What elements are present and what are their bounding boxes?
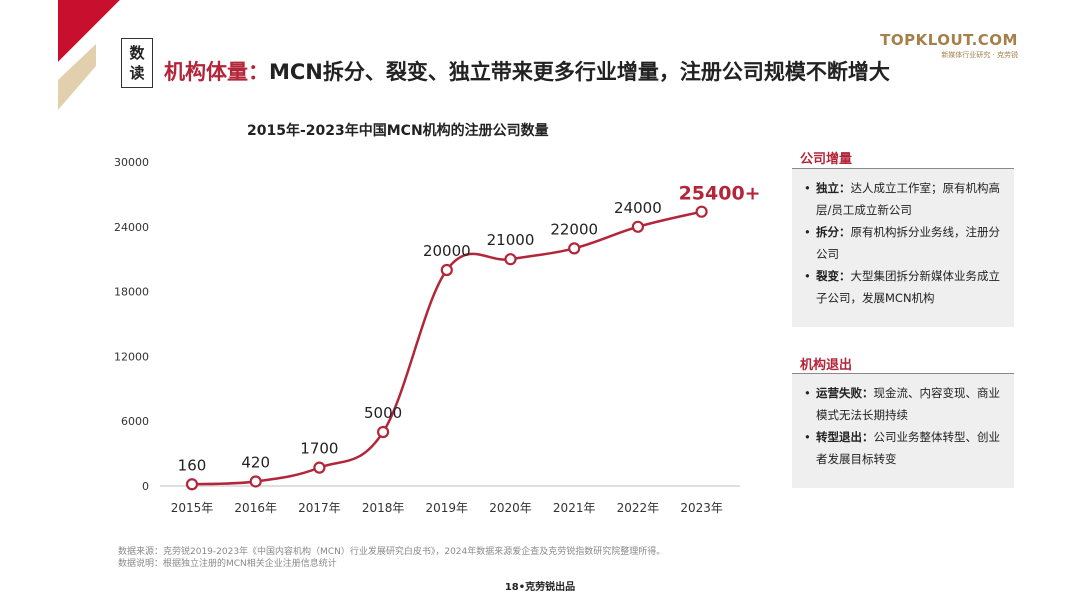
growth-item-key: 独立： — [816, 181, 851, 195]
headline-accent: 机构体量： — [164, 60, 269, 84]
data-label: 1700 — [300, 440, 338, 458]
exit-panel-title: 机构退出 — [800, 358, 853, 373]
data-point — [504, 253, 517, 266]
growth-panel-title: 公司增量 — [800, 152, 853, 167]
corner-beige-band — [58, 44, 96, 110]
corner-decoration — [58, 0, 120, 112]
source-footnote: 数据来源：克劳锐2019-2023年《中国内容机构（MCN）行业发展研究白皮书》… — [118, 546, 665, 570]
exit-item: 转型退出：公司业务整体转型、创业者发展目标转变 — [802, 426, 1004, 470]
line-chart: 0 6000 12000 18000 24000 30000 2015年 2016年 2017年… — [114, 156, 761, 515]
exit-panel: 运营失败：现金流、内容变现、商业模式无法长期持续 转型退出：公司业务整体转型、创… — [792, 374, 1014, 488]
data-label: 20000 — [423, 242, 471, 260]
exit-item-key: 转型退出： — [816, 430, 874, 444]
page-headline: 机构体量：MCN拆分、裂变、独立带来更多行业增量，注册公司规模不断增大 — [164, 56, 890, 86]
brand-logo: TOPKLOUT.COM 新媒体行业研究 · 克劳锐 — [880, 31, 1018, 60]
x-tick-label: 2021年 — [553, 501, 596, 515]
x-tick-label: 2020年 — [489, 501, 532, 515]
x-tick-label: 2018年 — [362, 501, 405, 515]
series-line — [191, 210, 702, 486]
data-point — [377, 425, 390, 439]
growth-panel-divider — [792, 168, 1014, 169]
growth-panel: 独立：达人成立工作室；原有机构高层/员工成立新公司 拆分：原有机构拆分业务线，注… — [792, 169, 1014, 327]
exit-panel-divider — [792, 373, 1014, 374]
y-tick-label: 24000 — [114, 221, 149, 234]
logo-tagline: 新媒体行业研究 · 克劳锐 — [941, 51, 1018, 59]
growth-item-key: 裂变： — [816, 269, 851, 283]
growth-item: 独立：达人成立工作室；原有机构高层/员工成立新公司 — [802, 177, 1004, 221]
data-point — [631, 220, 645, 233]
growth-item-key: 拆分： — [816, 225, 851, 239]
chart-title: 2015年-2023年中国MCN机构的注册公司数量 — [247, 123, 549, 139]
section-tag-char-1: 数 — [129, 44, 145, 62]
section-tag-char-2: 读 — [129, 64, 145, 82]
data-label: 24000 — [614, 199, 662, 217]
x-tick-label: 2023年 — [680, 501, 723, 515]
section-tag: 数 读 — [121, 38, 153, 88]
headline-text: MCN拆分、裂变、独立带来更多行业增量，注册公司规模不断增大 — [269, 60, 890, 84]
data-label: 22000 — [550, 220, 598, 238]
x-tick-label: 2016年 — [234, 501, 277, 515]
page-footer: 18•克劳锐出品 — [504, 582, 576, 593]
data-label-highlight: 25400+ — [679, 183, 761, 205]
data-point — [249, 475, 262, 488]
data-label: 5000 — [364, 404, 402, 422]
exit-item-text: 现金流、内容变现、商业模式无法长期持续 — [816, 386, 1000, 422]
data-point — [185, 478, 199, 491]
y-tick-label: 18000 — [114, 286, 149, 299]
y-tick-label: 30000 — [114, 156, 149, 169]
data-point — [313, 461, 326, 474]
growth-item: 裂变：大型集团拆分新媒体业务成立子公司，发展MCN机构 — [802, 265, 1004, 309]
data-point — [695, 205, 708, 218]
exit-item-text: 公司业务整体转型、创业者发展目标转变 — [816, 430, 1000, 466]
x-tick-label: 2022年 — [617, 501, 660, 515]
footnote-note: 数据说明：根据独立注册的MCN相关企业注册信息统计 — [118, 559, 337, 569]
growth-item-text: 大型集团拆分新媒体业务成立子公司，发展MCN机构 — [816, 269, 1000, 305]
growth-item-text: 原有机构拆分业务线，注册分公司 — [816, 225, 1000, 261]
footnote-source: 数据来源：克劳锐2019-2023年《中国内容机构（MCN）行业发展研究白皮书》… — [118, 547, 666, 557]
growth-item-text: 达人成立工作室；原有机构高层/员工成立新公司 — [816, 181, 1000, 217]
exit-item: 运营失败：现金流、内容变现、商业模式无法长期持续 — [802, 382, 1004, 426]
exit-item-key: 运营失败： — [816, 386, 874, 400]
data-label: 21000 — [487, 231, 535, 249]
data-label: 160 — [178, 456, 207, 474]
y-tick-label: 0 — [142, 480, 149, 493]
y-tick-label: 12000 — [114, 350, 149, 363]
x-tick-label: 2019年 — [426, 501, 469, 515]
data-label: 420 — [241, 453, 270, 471]
x-tick-label: 2017年 — [298, 501, 341, 515]
data-point — [568, 242, 581, 255]
x-tick-label: 2015年 — [171, 501, 214, 515]
logo-wordmark: TOPKLOUT.COM — [880, 31, 1018, 49]
data-point — [440, 263, 453, 277]
growth-item: 拆分：原有机构拆分业务线，注册分公司 — [802, 221, 1004, 265]
y-tick-label: 6000 — [121, 415, 149, 428]
